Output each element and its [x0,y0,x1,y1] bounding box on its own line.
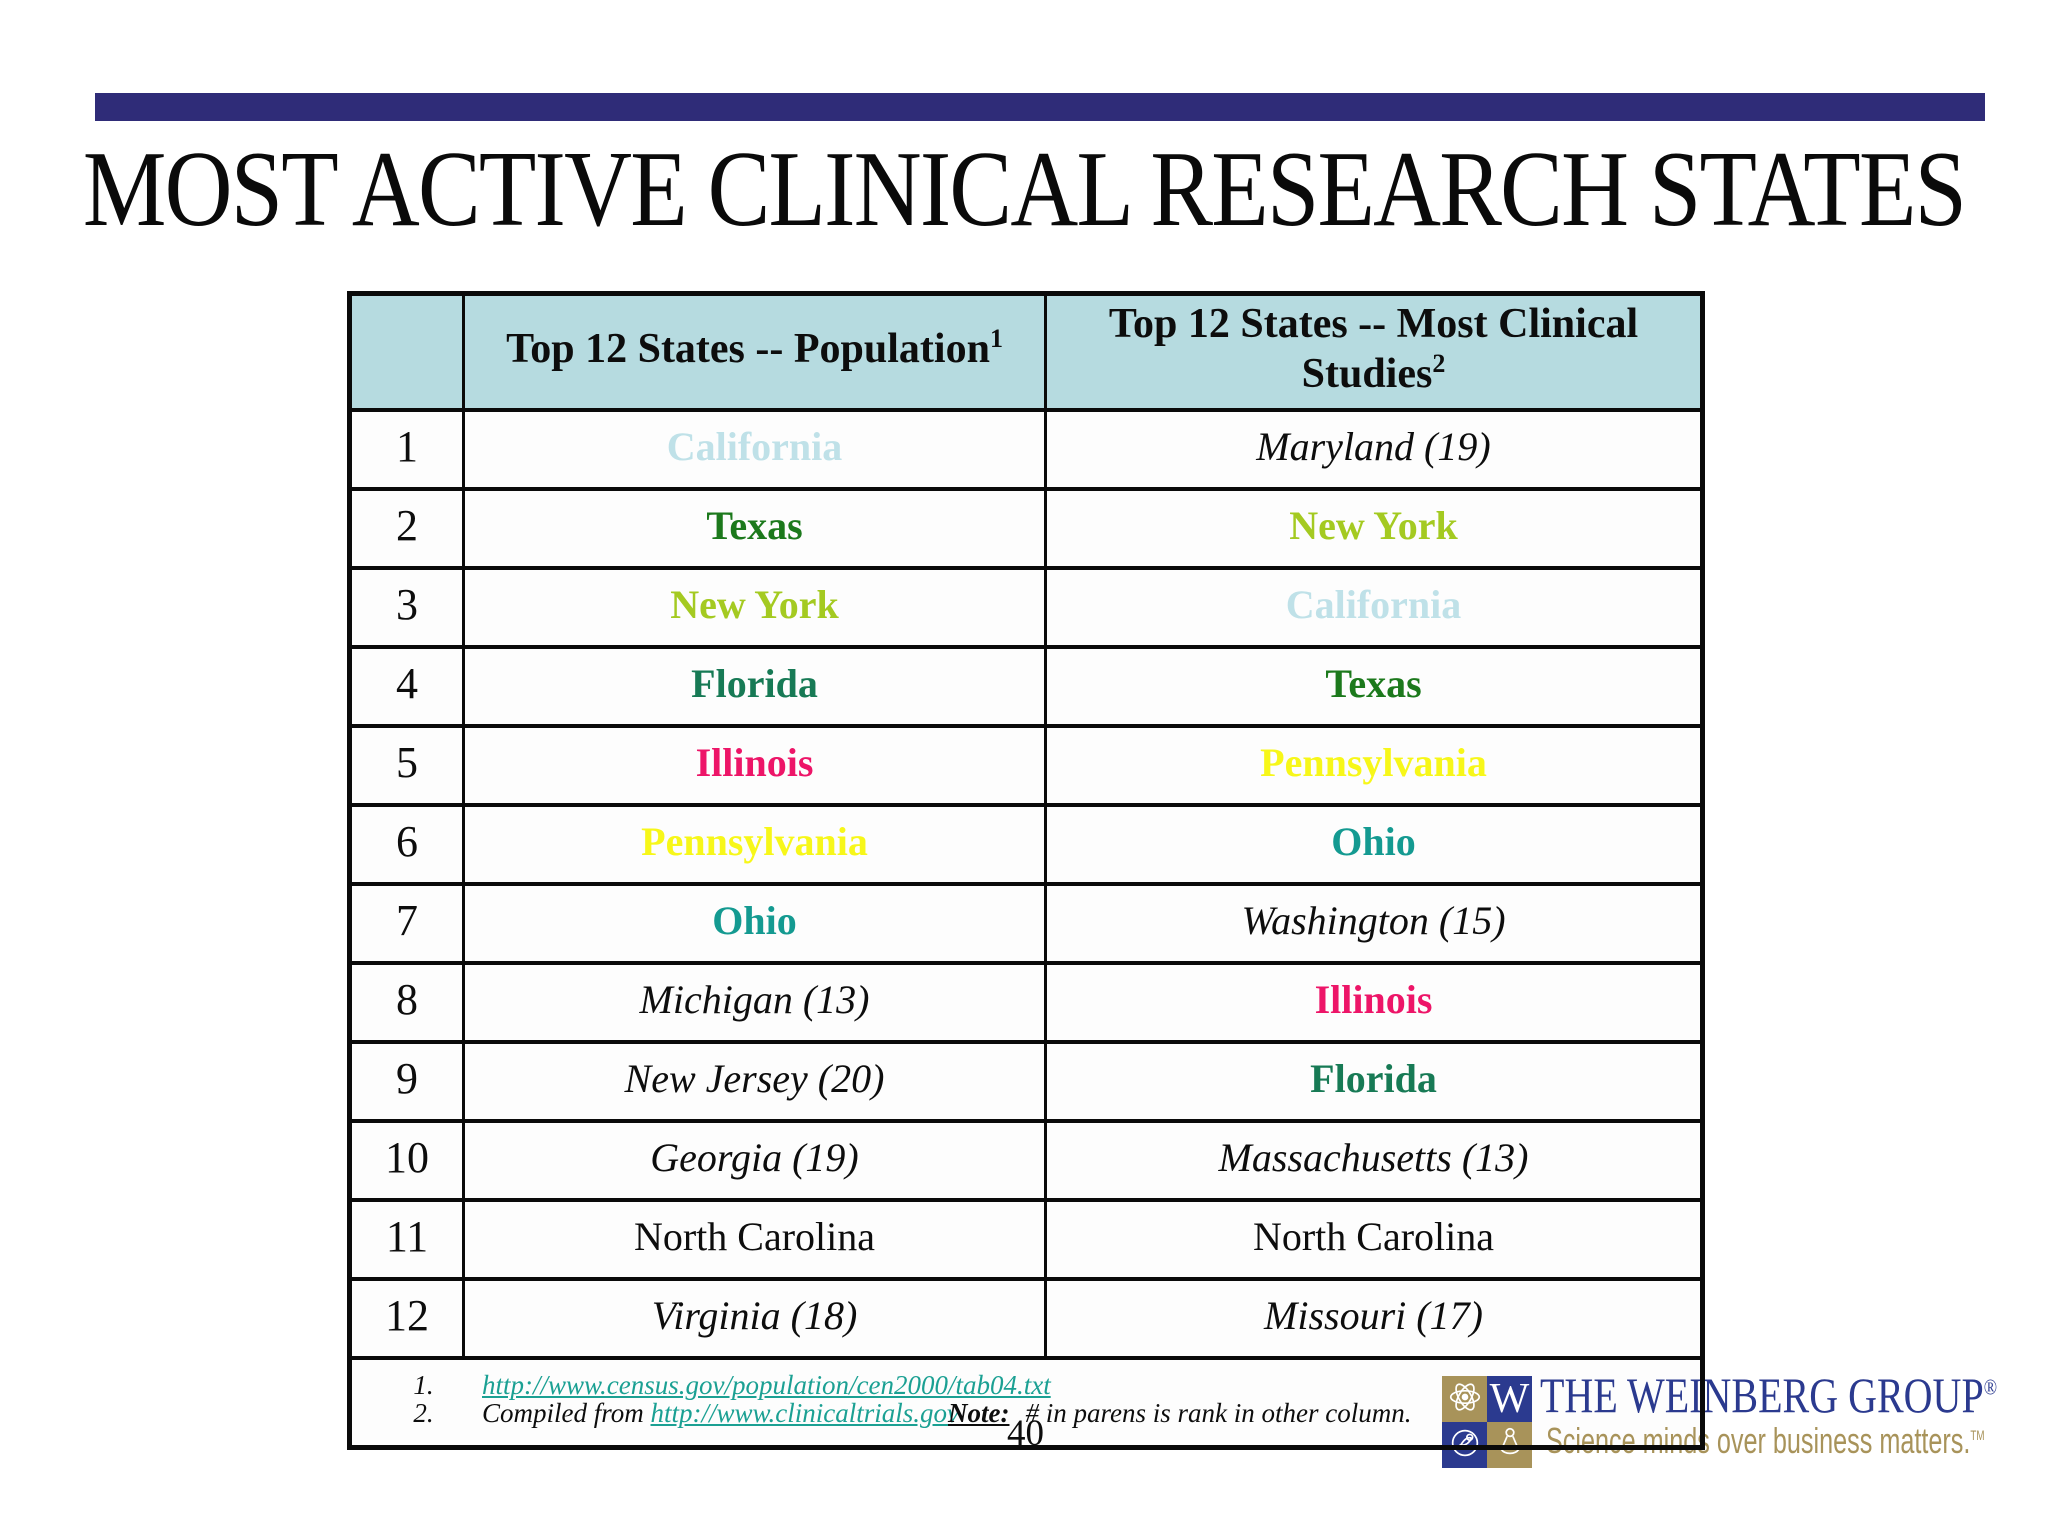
logo-company-name: THE WEINBERG GROUP [1540,1367,1984,1423]
rank-cell: 10 [352,1119,462,1198]
studies-state-cell: California [1044,566,1700,645]
studies-state-cell: Texas [1044,645,1700,724]
footnote-2-prefix: Compiled from [482,1398,651,1428]
studies-state-cell: Maryland (19) [1044,408,1700,487]
logo-tagline-text: Science minds over business matters. [1546,1420,1971,1461]
rank-cell: 9 [352,1040,462,1119]
rank-cell: 4 [352,645,462,724]
note-text: # in parens is rank in other column. [1025,1398,1412,1428]
header-population-label: Top 12 States -- Population [506,326,990,372]
page-title: MOST ACTIVE CLINICAL RESEARCH STATES [82,130,1967,249]
registered-mark: ® [1983,1374,1998,1400]
table-footnotes: 1. http://www.census.gov/population/cen20… [352,1356,1700,1454]
rank-cell: 2 [352,487,462,566]
weinberg-logo-name: THE WEINBERG GROUP® [1540,1366,1997,1424]
atom-icon [1446,1378,1484,1421]
clinicaltrials-link[interactable]: http://www.clinicaltrials.gov [650,1398,960,1428]
population-state-cell: Michigan (13) [462,961,1044,1040]
footnote-1-number: 1. [413,1370,434,1400]
studies-state-cell: Pennsylvania [1044,724,1700,803]
population-state-cell: Virginia (18) [462,1277,1044,1356]
rank-cell: 6 [352,803,462,882]
population-state-cell: Texas [462,487,1044,566]
population-state-cell: Ohio [462,882,1044,961]
weinberg-logo-tagline: Science minds over business matters.TM [1546,1420,1985,1462]
trademark-mark: TM [1970,1427,1985,1443]
microscope-icon [1446,1424,1484,1467]
population-state-cell: Illinois [462,724,1044,803]
emblem-square-monogram: W [1487,1376,1532,1422]
population-state-cell: California [462,408,1044,487]
studies-state-cell: Illinois [1044,961,1700,1040]
header-studies-label-line2: Studies [1301,351,1433,397]
note-label: Note: [948,1398,1010,1428]
studies-state-cell: Florida [1044,1040,1700,1119]
header-population-column: Top 12 States -- Population1 [462,296,1044,408]
studies-state-cell: Washington (15) [1044,882,1700,961]
top-accent-bar [95,93,1985,121]
rank-cell: 1 [352,408,462,487]
parens-note: Note: # in parens is rank in other column… [948,1398,1411,1429]
rank-cell: 8 [352,961,462,1040]
header-studies-column: Top 12 States -- Most Clinical Studies2 [1044,296,1700,408]
rank-cell: 12 [352,1277,462,1356]
footnote-ref-2: 2 [1432,349,1446,378]
population-state-cell: North Carolina [462,1198,1044,1277]
monogram-w: W [1489,1376,1530,1422]
footnote-2: 2. Compiled from http://www.clinicaltrial… [365,1398,959,1429]
population-state-cell: Florida [462,645,1044,724]
footnote-1: 1. http://www.census.gov/population/cen20… [365,1370,1051,1401]
footnote-2-number: 2. [413,1398,434,1428]
studies-state-cell: Missouri (17) [1044,1277,1700,1356]
rank-cell: 7 [352,882,462,961]
table-right-border-segment [1700,1376,1705,1450]
emblem-square-atom [1442,1376,1487,1422]
states-comparison-table: Top 12 States -- Population1 Top 12 Stat… [347,291,1705,1454]
table-bottom-border-segment [1442,1445,1705,1450]
rank-cell: 5 [352,724,462,803]
studies-state-cell: Massachusetts (13) [1044,1119,1700,1198]
rank-cell: 11 [352,1198,462,1277]
population-state-cell: New York [462,566,1044,645]
population-state-cell: Pennsylvania [462,803,1044,882]
header-rank-cell [352,296,462,408]
header-studies-label: Top 12 States -- Most Clinical [1108,301,1639,347]
population-state-cell: Georgia (19) [462,1119,1044,1198]
studies-state-cell: Ohio [1044,803,1700,882]
weinberg-logo-emblem: W [1442,1376,1532,1468]
census-link[interactable]: http://www.census.gov/population/cen2000… [482,1370,1051,1400]
population-state-cell: New Jersey (20) [462,1040,1044,1119]
studies-state-cell: North Carolina [1044,1198,1700,1277]
rank-cell: 3 [352,566,462,645]
page-number: 40 [1007,1413,1044,1454]
footnote-ref-1: 1 [989,324,1003,353]
studies-state-cell: New York [1044,487,1700,566]
